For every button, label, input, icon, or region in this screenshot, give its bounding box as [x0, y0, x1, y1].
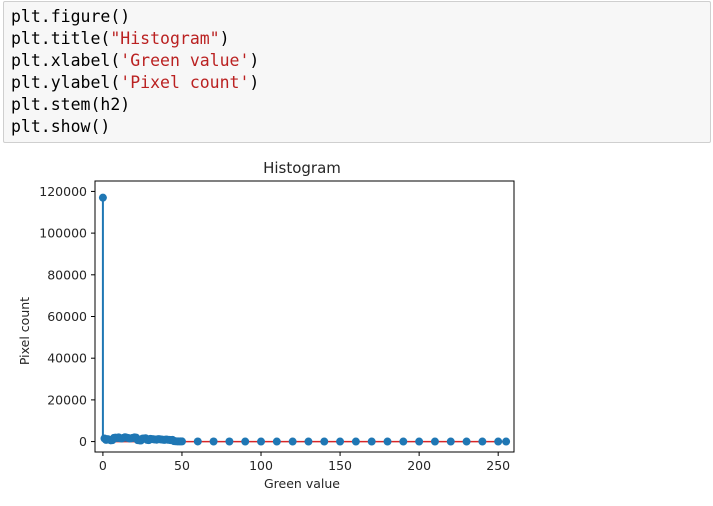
code-line: plt.stem(h2)	[11, 94, 710, 116]
stem-marker	[351, 437, 360, 446]
code-token: plt.stem(h2)	[11, 95, 131, 114]
code-line: plt.title("Histogram")	[11, 28, 710, 50]
stem-marker	[209, 437, 218, 446]
stem-marker	[494, 437, 503, 446]
x-tick-label: 200	[407, 458, 431, 473]
code-token: )	[249, 73, 260, 92]
code-token: plt.show()	[11, 117, 111, 136]
stem-chart: Histogram Green value Pixel count 0 50 100…	[17, 159, 515, 491]
code-string-token: 'Pixel count'	[120, 73, 250, 92]
y-tick-label: 0	[79, 434, 87, 449]
stem-marker	[462, 437, 471, 446]
stem-marker	[177, 437, 186, 446]
y-tick-label: 40000	[47, 351, 87, 366]
code-token: )	[249, 51, 260, 70]
stem-marker	[241, 437, 250, 446]
stem-marker	[399, 437, 408, 446]
stem-marker	[430, 437, 439, 446]
stem-marker	[446, 437, 455, 446]
code-line: plt.ylabel('Pixel count')	[11, 72, 710, 94]
stem-marker	[193, 437, 202, 446]
stem-marker	[272, 437, 281, 446]
x-tick-label: 100	[249, 458, 273, 473]
code-token: plt.ylabel(	[11, 73, 121, 92]
y-tick-label: 100000	[39, 226, 87, 241]
code-lines: plt.figure() plt.title("Histogram") plt.xl…	[11, 6, 710, 138]
code-token: plt.xlabel(	[11, 51, 121, 70]
stem-marker	[98, 193, 107, 202]
y-tick-label: 120000	[39, 184, 87, 199]
stem-marker	[336, 437, 345, 446]
chart-title: Histogram	[263, 159, 341, 177]
x-axis-label: Green value	[264, 476, 340, 491]
stem-marker	[383, 437, 392, 446]
code-token: )	[219, 29, 230, 48]
x-tick-label: 150	[328, 458, 352, 473]
code-string-token: "Histogram"	[110, 29, 220, 48]
stem-marker	[304, 437, 313, 446]
code-cell-input[interactable]: plt.figure() plt.title("Histogram") plt.xl…	[3, 1, 711, 143]
y-tick-label: 60000	[47, 309, 87, 324]
axes-frame	[94, 180, 515, 453]
code-token: plt.title(	[11, 29, 111, 48]
stem-marker	[478, 437, 487, 446]
code-token: plt.figure()	[11, 7, 131, 26]
stem-marker	[225, 437, 234, 446]
stem-marker	[415, 437, 424, 446]
y-tick-label: 20000	[47, 392, 87, 407]
code-line: plt.figure()	[11, 6, 710, 28]
x-tick-label: 0	[99, 458, 107, 473]
code-line: plt.show()	[11, 116, 710, 138]
stem-marker	[502, 437, 511, 446]
y-tick-label: 80000	[47, 267, 87, 282]
stem-marker	[367, 437, 376, 446]
code-line: plt.xlabel('Green value')	[11, 50, 710, 72]
stem-marker	[257, 437, 266, 446]
code-string-token: 'Green value'	[120, 51, 250, 70]
x-tick-label: 50	[174, 458, 190, 473]
stem-marker	[320, 437, 329, 446]
y-axis-label: Pixel count	[17, 297, 32, 365]
plot-area: 0 50 100 150 200 250 0 20000 40000 60000 80000 1000…	[39, 180, 515, 473]
stem-marker	[288, 437, 297, 446]
cell-output: Histogram Green value Pixel count 0 50 100…	[0, 148, 713, 502]
x-tick-label: 250	[486, 458, 510, 473]
